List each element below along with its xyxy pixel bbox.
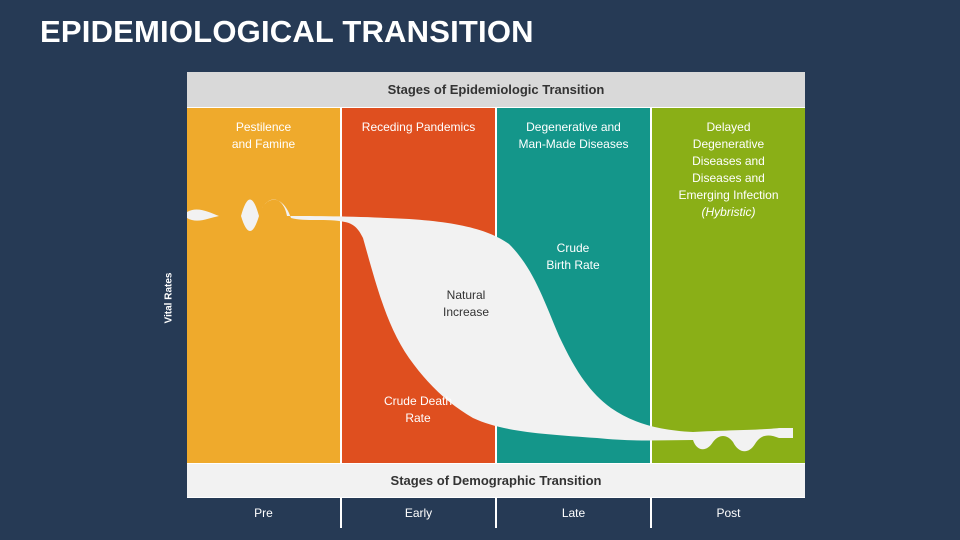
band-label-line: and Famine <box>231 137 296 151</box>
band-label-line: Emerging Infection <box>678 188 779 202</box>
natural-increase-area <box>187 199 793 452</box>
band-pestilence-famine: Pestilence and Famine <box>187 108 340 463</box>
vital-rates-curves <box>187 199 793 452</box>
stage-late: Late <box>497 498 650 528</box>
band-sublabel: (Hybristic) <box>701 205 756 219</box>
annotation-line: Natural <box>446 288 486 302</box>
band-label-line: Diseases and <box>692 154 765 168</box>
natural-increase-label: Natural Increase <box>406 287 526 321</box>
annotation-line: Increase <box>442 305 490 319</box>
band-delayed-degenerative: Delayed Degenerative Diseases and Diseas… <box>652 108 805 463</box>
y-axis-label: Vital Rates <box>163 272 175 324</box>
page-title: EPIDEMIOLOGICAL TRANSITION <box>40 14 534 49</box>
band-label-line: Degenerative and <box>526 120 621 134</box>
annotation-line: Birth Rate <box>546 258 600 272</box>
crude-death-rate-label: Crude Death Rate <box>358 393 478 427</box>
stage-post: Post <box>652 498 805 528</box>
band-label-line: Pestilence <box>235 120 292 134</box>
band-label-line: Man-Made Diseases <box>518 137 629 151</box>
annotation-line: Rate <box>405 411 431 425</box>
band-label-line: Degenerative <box>692 137 765 151</box>
annotation-line: Crude <box>556 241 590 255</box>
epidemiologic-stages-header: Stages of Epidemiologic Transition <box>187 72 805 108</box>
band-label-line: Delayed <box>706 120 751 134</box>
transition-diagram: Stages of Epidemiologic Transition Pesti… <box>187 72 805 528</box>
band-label-line: Diseases and <box>692 171 765 185</box>
demographic-stages-header: Stages of Demographic Transition <box>187 464 805 497</box>
crude-birth-rate-label: Crude Birth Rate <box>513 240 633 274</box>
annotation-line: Crude Death <box>383 394 453 408</box>
stage-pre: Pre <box>187 498 340 528</box>
band-label-line: Receding Pandemics <box>361 120 476 134</box>
stage-early: Early <box>342 498 495 528</box>
